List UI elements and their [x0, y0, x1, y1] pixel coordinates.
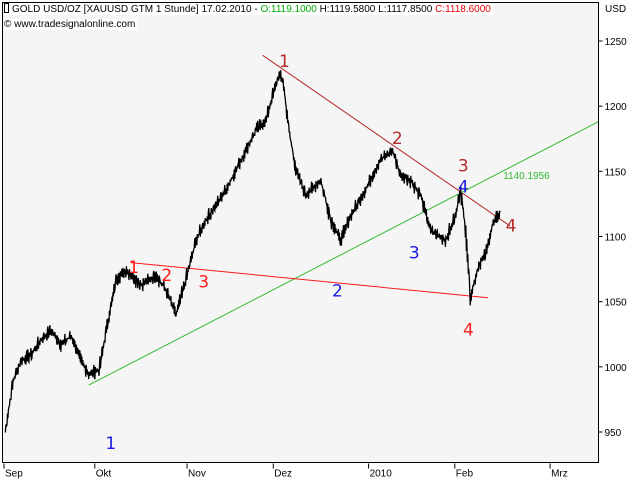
wave-label-blue-4: 4	[458, 177, 469, 197]
close-value: C:1118.6000	[435, 4, 491, 15]
y-tick-label: 1050	[605, 298, 628, 309]
wave-label-blue-1: 1	[105, 434, 116, 454]
wave-label-dark_red-3: 3	[458, 156, 469, 176]
high-value: H:1119.5800	[319, 4, 376, 15]
wave-label-red-3: 3	[198, 272, 209, 292]
price-line	[4, 70, 501, 433]
currency-label: USD	[605, 4, 627, 15]
y-tick-label: 1200	[605, 102, 628, 113]
x-tick-label: Nov	[188, 469, 206, 480]
x-tick-label: Feb	[456, 469, 474, 480]
candle-icon	[4, 3, 9, 13]
y-tick-label: 1100	[605, 233, 627, 244]
y-tick-label: 1150	[605, 167, 627, 178]
wave-label-red-2: 2	[161, 266, 172, 286]
trendline-lower-support	[130, 262, 489, 299]
wave-label-blue-3: 3	[409, 244, 420, 264]
price-annotation: 1140.1956	[503, 171, 550, 182]
y-tick-label: 950	[605, 428, 622, 439]
open-value: O:1119.1000	[260, 4, 317, 15]
x-tick-label: 2010	[370, 469, 393, 480]
wave-label-red-1: 1	[128, 258, 139, 278]
trendline-support-uptrend	[88, 121, 599, 386]
trendline-upper-resistance	[262, 54, 511, 227]
x-tick-label: Dez	[274, 469, 292, 480]
wave-label-dark_red-4: 4	[506, 216, 517, 236]
wave-label-dark_red-1: 1	[279, 52, 290, 72]
wave-label-blue-2: 2	[332, 281, 343, 301]
chart-header: GOLD USD/OZ [XAUUSD GTM 1 Stunde] 17.02.…	[4, 3, 493, 15]
y-tick-label: 1250	[605, 37, 628, 48]
plot-area	[2, 2, 599, 463]
low-value: L:1117.8500	[378, 4, 433, 15]
wave-label-red-4: 4	[463, 321, 474, 341]
wave-label-dark_red-2: 2	[392, 129, 403, 149]
y-tick-label: 1000	[605, 363, 628, 374]
header-title: GOLD USD/OZ [XAUUSD GTM 1 Stunde] 17.02.…	[12, 4, 261, 15]
x-tick-label: Sep	[5, 469, 23, 480]
copyright: © www.tradesignalonline.com	[4, 19, 138, 30]
x-tick-label: Mrz	[551, 469, 568, 480]
x-tick-label: Okt	[96, 469, 112, 480]
